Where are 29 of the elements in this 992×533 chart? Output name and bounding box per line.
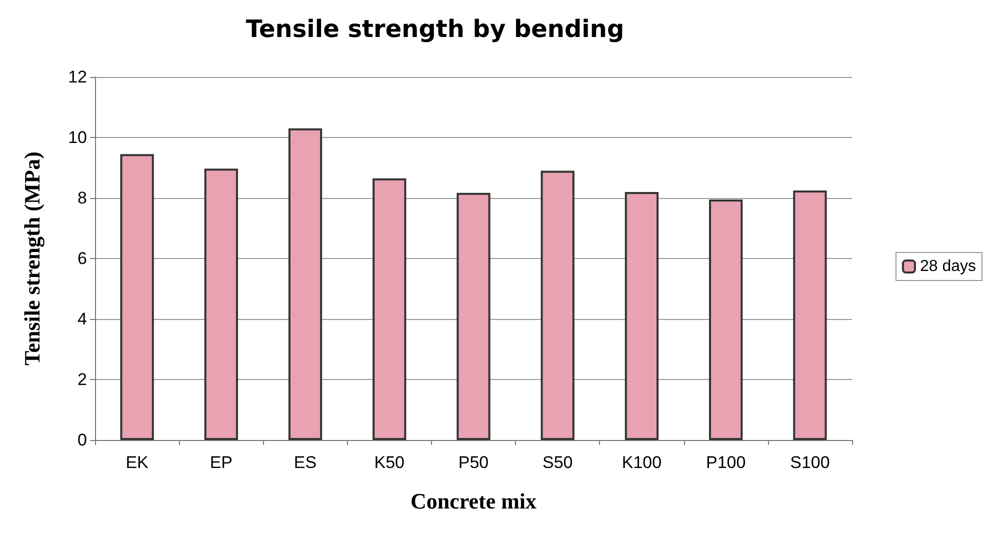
bar [120, 154, 154, 440]
x-tick-label: EP [210, 453, 233, 472]
bar [288, 128, 322, 440]
y-tick-label: 8 [78, 188, 87, 208]
y-tick-label: 2 [78, 370, 87, 389]
x-tick-label: P50 [458, 453, 489, 472]
x-tick-label: S100 [790, 453, 830, 472]
x-axis-title: Concrete mix [410, 488, 537, 514]
bar [204, 168, 238, 440]
bar [624, 192, 659, 440]
x-tick-label: P100 [706, 453, 746, 472]
x-tick-label: S50 [542, 453, 573, 472]
bar [540, 170, 574, 440]
y-tick-label: 0 [78, 430, 87, 450]
bar [456, 192, 490, 440]
x-tick-label: ES [294, 453, 317, 472]
bar [372, 178, 406, 440]
x-tick-label: EK [126, 453, 150, 472]
y-tick-label: 10 [68, 128, 87, 147]
chart-title: Tensile strength by bending [246, 15, 624, 43]
x-tick-label: K50 [374, 453, 405, 472]
x-tick-label: K100 [622, 453, 662, 472]
bar [793, 190, 827, 440]
bar [709, 200, 743, 440]
y-tick-label: 12 [68, 68, 87, 86]
y-tick-label: 4 [78, 310, 87, 328]
y-axis-title: Tensile strength (MPa) [20, 152, 44, 366]
legend-label: 28 days [920, 258, 976, 275]
y-tick-label: 6 [78, 249, 87, 268]
